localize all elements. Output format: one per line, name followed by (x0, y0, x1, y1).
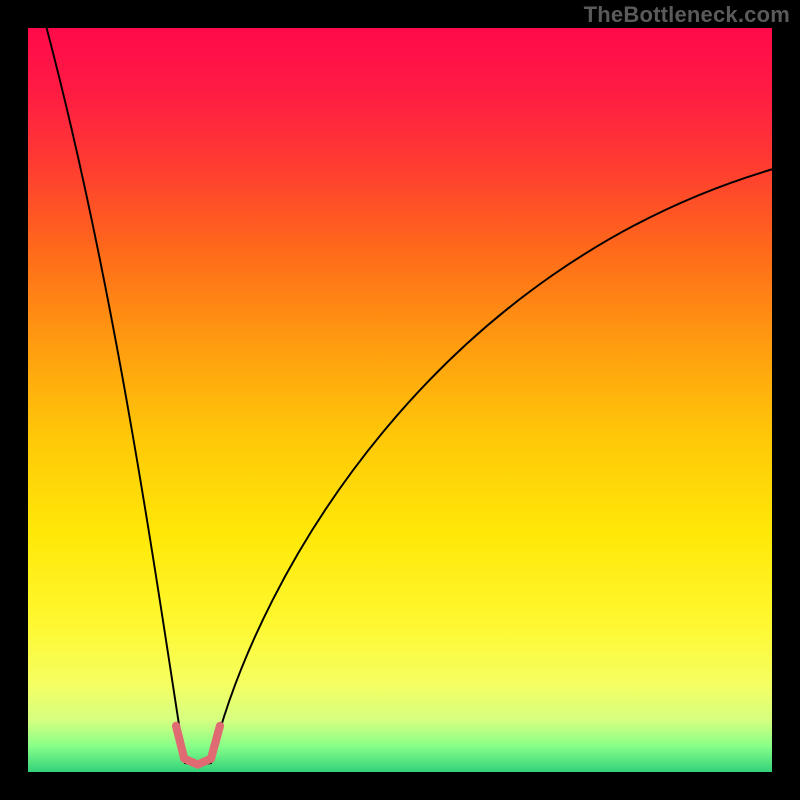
bottleneck-curve (47, 28, 772, 765)
outer-frame (28, 28, 772, 772)
trough-marker (176, 726, 220, 765)
curve-layer (28, 28, 772, 772)
plot-area (28, 28, 772, 772)
watermark-text: TheBottleneck.com (584, 2, 790, 28)
